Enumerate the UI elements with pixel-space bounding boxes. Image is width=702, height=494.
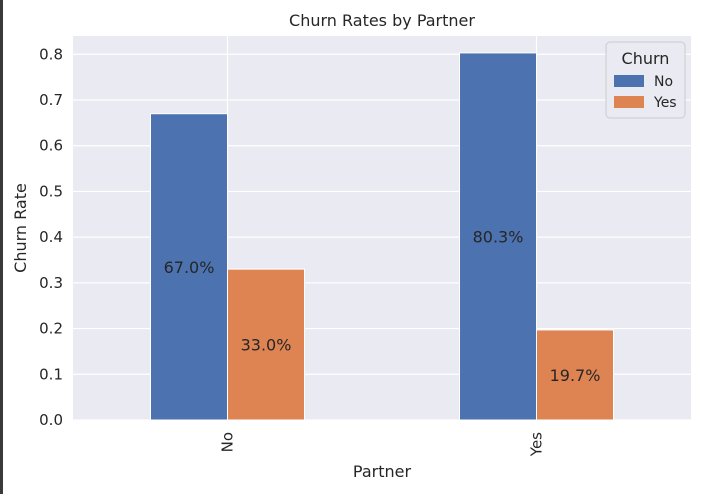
bar-value-label: 33.0% bbox=[241, 336, 292, 355]
y-tick-label: 0.3 bbox=[39, 274, 63, 292]
x-tick-label: No bbox=[219, 432, 237, 452]
x-tick-labels: No Yes bbox=[219, 432, 546, 457]
legend-swatch-yes bbox=[614, 96, 644, 108]
y-tick-label: 0.8 bbox=[39, 45, 63, 63]
window-edge bbox=[0, 0, 3, 494]
y-tick-label: 0.5 bbox=[39, 182, 63, 200]
bar-value-label: 19.7% bbox=[550, 366, 601, 385]
x-axis-label: Partner bbox=[353, 462, 412, 481]
y-tick-labels: 0.0 0.1 0.2 0.3 0.4 0.5 0.6 0.7 0.8 bbox=[39, 45, 63, 429]
bar-no-yes bbox=[459, 52, 537, 421]
legend-label-yes: Yes bbox=[653, 95, 677, 111]
y-tick-label: 0.6 bbox=[39, 137, 63, 155]
y-tick-label: 0.7 bbox=[39, 91, 63, 109]
y-tick-label: 0.4 bbox=[39, 228, 63, 246]
legend-label-no: No bbox=[654, 74, 673, 90]
y-tick-label: 0.0 bbox=[39, 411, 63, 429]
bar-value-label: 80.3% bbox=[473, 227, 524, 246]
bar-no-no bbox=[150, 113, 228, 421]
x-tick-label: Yes bbox=[528, 432, 546, 457]
legend-swatch-no bbox=[614, 75, 644, 87]
bars bbox=[150, 52, 614, 421]
legend-title: Churn bbox=[622, 49, 670, 68]
y-tick-label: 0.2 bbox=[39, 320, 63, 338]
bar-value-label: 67.0% bbox=[164, 258, 215, 277]
y-axis-label: Churn Rate bbox=[11, 183, 30, 273]
bar-yes-yes bbox=[536, 329, 614, 421]
y-tick-label: 0.1 bbox=[39, 365, 63, 383]
chart-title: Churn Rates by Partner bbox=[289, 11, 475, 30]
bar-labels: 67.0% 33.0% 80.3% 19.7% bbox=[164, 227, 601, 385]
bar-yes-no bbox=[227, 268, 305, 421]
legend: Churn No Yes bbox=[605, 41, 686, 119]
